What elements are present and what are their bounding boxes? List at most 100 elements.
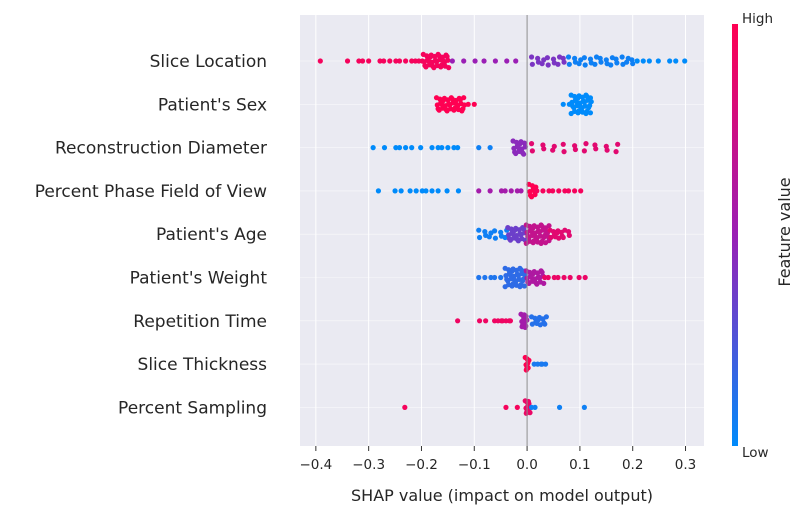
shap-point (498, 188, 505, 194)
shap-point (455, 188, 462, 194)
shap-point (455, 318, 461, 324)
shap-point (543, 314, 549, 320)
shap-point (491, 228, 498, 234)
shap-point (487, 188, 493, 194)
shap-point (545, 274, 551, 281)
shap-point (491, 274, 498, 281)
shap-point (403, 145, 409, 151)
shap-point (359, 58, 366, 64)
shap-point (582, 274, 588, 281)
shap-point (529, 148, 535, 154)
shap-point (392, 188, 398, 194)
shap-point (521, 151, 527, 157)
shap-point (402, 404, 408, 410)
shap-point (655, 58, 661, 64)
shap-point (481, 58, 487, 64)
shap-point (576, 274, 582, 281)
shap-point (429, 145, 435, 151)
shap-point (435, 188, 441, 194)
shap-point (593, 146, 599, 152)
shap-point (572, 146, 579, 153)
shap-point (555, 61, 561, 67)
shap-point (615, 141, 621, 147)
shap-point (445, 57, 451, 63)
shap-point (532, 404, 538, 410)
shap-point (572, 188, 578, 194)
shap-point (398, 188, 404, 194)
shap-point (317, 58, 323, 64)
feature-label: Reconstruction Diameter (55, 139, 267, 159)
shap-point (409, 145, 415, 151)
shap-point (527, 410, 533, 416)
colorbar-high-label: High (742, 11, 773, 27)
shap-point (502, 188, 508, 194)
shap-point (465, 101, 471, 107)
shap-point (486, 234, 492, 240)
shap-point (439, 145, 445, 151)
shap-point (366, 58, 372, 64)
shap-point (583, 141, 589, 147)
shap-point (492, 235, 498, 241)
shap-point (619, 54, 625, 60)
shap-point (476, 188, 482, 194)
shap-point (419, 188, 425, 194)
shap-point (472, 58, 478, 64)
x-tick-label: −0.3 (352, 457, 385, 473)
shap-point (504, 58, 510, 64)
shap-point (403, 58, 409, 64)
feature-label: Percent Sampling (118, 398, 267, 418)
shap-point (513, 58, 519, 64)
shap-point (581, 55, 587, 61)
shap-point (525, 398, 531, 405)
shap-point (396, 58, 403, 64)
shap-point (487, 145, 493, 151)
shap-point (377, 58, 383, 64)
shap-point (544, 55, 551, 61)
shap-point (471, 101, 477, 107)
shap-point (413, 188, 419, 194)
shap-point (445, 145, 451, 151)
shap-point (566, 232, 572, 238)
shap-point (529, 61, 535, 67)
shap-point (476, 274, 482, 281)
x-tick-labels: −0.4 −0.3 −0.2 −0.1 0.0 0.1 0.2 0.3 (299, 446, 696, 473)
shap-point (608, 62, 614, 68)
shap-point (503, 404, 509, 410)
shap-point (476, 145, 482, 151)
shap-point (541, 280, 547, 286)
shap-point (556, 188, 562, 194)
shap-point (546, 188, 552, 194)
shap-point (451, 145, 457, 151)
shap-point (682, 58, 688, 64)
x-tick-label: 0.1 (569, 457, 590, 473)
shap-point (476, 318, 483, 324)
shap-point (550, 147, 556, 153)
shap-point (545, 62, 551, 68)
shap-point (518, 188, 524, 194)
shap-point (483, 318, 489, 324)
shap-point (522, 324, 528, 330)
shap-point (551, 274, 557, 281)
shap-point (560, 141, 566, 147)
shap-point (381, 145, 388, 151)
shap-point (592, 61, 598, 67)
shap-point (409, 58, 415, 64)
shap-point (528, 141, 535, 147)
shap-point (561, 59, 567, 65)
shap-point (444, 188, 450, 194)
shap-point (578, 188, 584, 194)
shap-point (640, 58, 646, 64)
shap-point (488, 274, 494, 281)
shap-point (561, 149, 567, 155)
shap-point (539, 61, 545, 67)
shap-point (387, 58, 393, 64)
shap-point (476, 234, 483, 241)
shap-point (582, 62, 588, 68)
shap-point (546, 223, 552, 229)
shap-point (449, 58, 455, 64)
shap-point (565, 188, 572, 194)
shap-point (541, 146, 547, 152)
shap-point (528, 54, 535, 60)
shap-point (581, 148, 587, 154)
feature-label: Patient's Age (156, 225, 267, 245)
